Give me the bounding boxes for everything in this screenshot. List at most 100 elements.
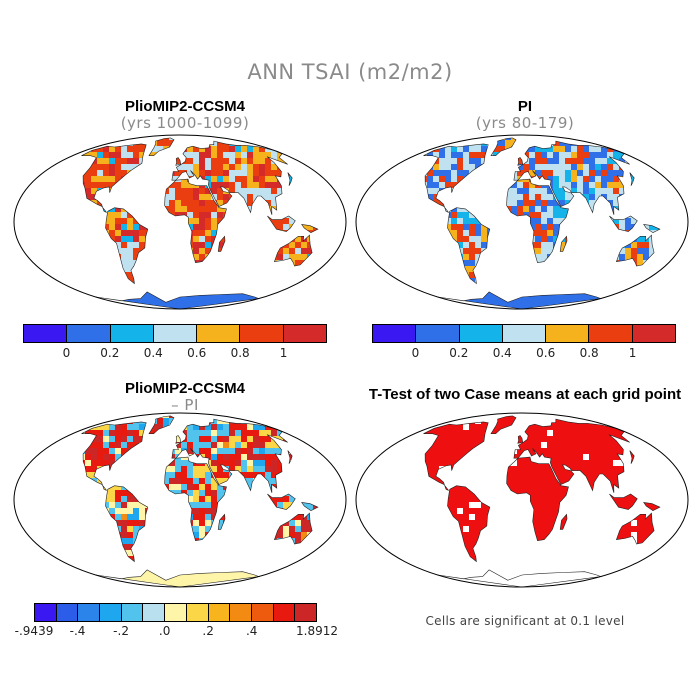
grid-cell [283,424,290,431]
grid-cell [211,490,218,497]
grid-cell [553,260,560,267]
grid-cell [631,302,638,309]
grid-cell [343,266,347,273]
grid-cell [217,538,224,545]
grid-cell [439,254,446,261]
grid-cell [427,224,434,231]
grid-cell [139,278,146,285]
grid-cell [85,544,92,551]
grid-cell [379,260,386,267]
grid-cell [481,176,488,183]
grid-cell [127,272,134,279]
grid-cell [145,532,152,539]
grid-cell [319,134,326,141]
grid-cell [211,424,218,431]
grid-cell [205,140,212,147]
grid-cell [103,424,110,431]
grid-cell [595,302,602,309]
grid-cell [175,170,182,177]
grid-cell [541,188,548,195]
grid-cell [81,442,86,449]
grid-cell [55,254,62,261]
grid-cell [127,460,134,467]
grid-cell [571,206,578,213]
grid-cell [145,496,152,503]
grid-cell [139,200,146,207]
grid-cell [439,218,446,225]
grid-cell [325,412,332,419]
grid-cell [25,170,32,177]
grid-cell [379,242,386,249]
grid-cell [289,272,296,279]
grid-cell [283,538,290,545]
grid-cell [541,164,548,171]
grid-cell [427,272,434,279]
grid-cell [217,544,224,551]
grid-cell [199,532,206,539]
grid-cell [595,152,602,159]
grid-cell [139,236,146,243]
grid-cell [175,200,182,207]
grid-cell [325,206,332,213]
grid-cell [67,248,74,255]
grid-cell [25,272,32,279]
grid-cell [487,260,494,267]
grid-cell [13,568,20,575]
grid-cell [55,176,62,183]
grid-cell [37,436,44,443]
grid-cell [607,308,614,309]
grid-cell [55,200,62,207]
grid-cell [211,574,218,581]
grid-cell [373,146,380,153]
grid-cell [49,574,56,581]
grid-cell [139,212,146,219]
grid-cell [337,182,344,189]
grid-cell [91,526,98,533]
grid-cell [253,472,260,479]
grid-cell [81,224,86,231]
grid-cell [325,134,332,141]
grid-cell [307,514,314,521]
grid-cell [25,424,32,431]
grid-cell [181,532,188,539]
grid-cell [205,544,212,551]
grid-cell [391,146,398,153]
grid-cell [145,200,152,207]
grid-cell [463,164,470,171]
grid-cell [229,514,236,521]
grid-cell [115,568,122,575]
grid-cell [463,260,470,267]
grid-cell [193,490,200,497]
grid-cell [235,496,242,503]
grid-cell [181,236,188,243]
grid-cell [55,466,62,473]
grid-cell [379,296,386,303]
grid-cell [361,266,368,273]
grid-cell [193,514,200,521]
grid-cell [81,137,86,141]
grid-cell [127,152,134,159]
grid-cell [199,502,206,509]
grid-cell [553,206,560,213]
grid-cell [109,460,116,467]
grid-cell [103,158,110,165]
grid-cell [181,302,188,309]
grid-cell [223,556,230,563]
grid-cell [127,430,134,437]
grid-cell [451,182,458,189]
grid-cell [241,260,248,267]
grid-cell [241,137,248,141]
grid-cell [403,248,410,255]
grid-cell [493,194,500,201]
coastline-north-america [81,143,147,213]
grid-cell [523,272,530,279]
grid-cell [103,562,110,569]
grid-cell [307,194,314,201]
grid-cell [325,430,332,437]
grid-cell [451,266,458,273]
grid-cell [43,152,50,159]
grid-cell [679,164,686,171]
grid-cell [109,146,116,153]
grid-cell [511,164,518,171]
grid-cell [151,466,158,473]
